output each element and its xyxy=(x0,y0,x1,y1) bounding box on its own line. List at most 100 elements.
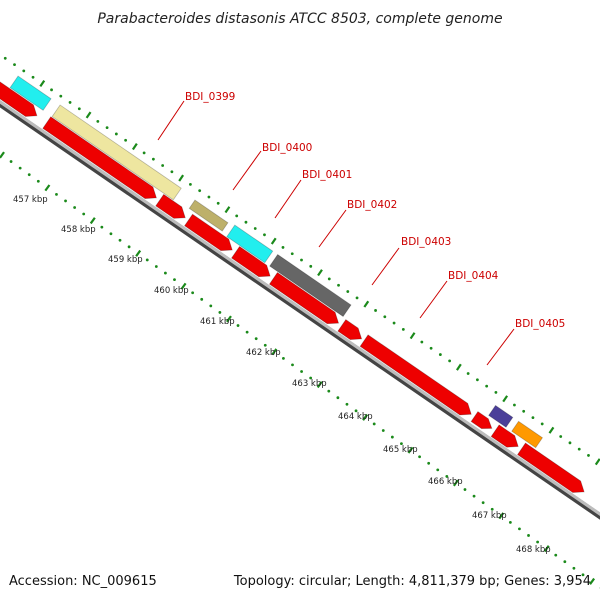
gene-labels: BDI_0399 BDI_0400 BDI_0401 BDI_0402 BDI_… xyxy=(185,91,565,330)
ruler-label: 461 kbp xyxy=(200,317,235,327)
ruler-minor-tick xyxy=(374,309,377,312)
gene-feature-navy[interactable] xyxy=(488,404,514,428)
ruler-major-tick xyxy=(44,184,51,192)
ruler-minor-tick xyxy=(173,278,176,282)
ruler-major-tick xyxy=(271,348,278,356)
gene-leader-lines xyxy=(157,100,515,366)
gene-feature-khaki[interactable] xyxy=(51,104,182,201)
ruler-minor-tick xyxy=(531,416,535,420)
ruler-minor-tick xyxy=(245,330,249,334)
ruler-minor-tick xyxy=(309,264,313,268)
ruler-major-tick xyxy=(0,151,5,159)
ruler-minor-tick xyxy=(82,212,86,216)
ruler-minor-tick xyxy=(154,265,158,268)
ruler-minor-tick xyxy=(68,101,72,104)
ruler-major-tick xyxy=(363,300,370,308)
ruler-major-tick xyxy=(317,269,323,277)
ruler-minor-tick xyxy=(145,258,149,262)
ruler-major-tick xyxy=(502,395,509,403)
ruler-minor-tick xyxy=(400,442,403,446)
ruler-minor-tick xyxy=(345,402,349,406)
gene-label[interactable]: BDI_0405 xyxy=(515,318,565,330)
ruler-major-tick xyxy=(409,332,416,340)
ruler-minor-tick xyxy=(114,132,118,136)
ruler-major-tick xyxy=(594,458,600,466)
cds-arrow[interactable] xyxy=(470,411,495,434)
gene-label[interactable]: BDI_0402 xyxy=(347,199,397,211)
cds-arrow[interactable] xyxy=(155,193,189,223)
genome-summary-text: Topology: circular; Length: 4,811,379 bp… xyxy=(233,574,591,589)
ruler-minor-tick xyxy=(463,488,467,491)
cds-arrow[interactable] xyxy=(184,213,237,256)
cds-arrow[interactable] xyxy=(516,442,589,498)
ruler-label: 463 kbp xyxy=(292,379,327,389)
ruler-labels: 457 kbp 458 kbp 459 kbp 460 kbp 461 kbp … xyxy=(13,195,551,555)
ruler-minor-tick xyxy=(522,409,526,413)
ruler-minor-tick xyxy=(64,199,67,203)
ruler-minor-tick xyxy=(518,527,521,531)
ruler-label: 464 kbp xyxy=(338,412,373,422)
ruler-minor-tick xyxy=(490,507,494,511)
ruler-label: 468 kbp xyxy=(516,545,551,555)
ruler-major-tick xyxy=(85,111,92,119)
gene-feature-cyan[interactable] xyxy=(9,75,52,111)
ruler-minor-tick xyxy=(3,56,7,60)
ruler-minor-tick xyxy=(527,534,530,537)
ruler-major-tick xyxy=(131,143,138,151)
ruler-major-tick xyxy=(452,479,459,487)
ruler-major-tick xyxy=(135,249,142,257)
ruler-minor-tick xyxy=(282,356,285,360)
gene-feature-cyan[interactable] xyxy=(226,224,274,264)
cds-arrow[interactable] xyxy=(231,245,275,282)
ruler-minor-tick xyxy=(540,422,544,426)
gene-feature-olive[interactable] xyxy=(188,199,229,232)
ruler-minor-tick xyxy=(438,353,442,356)
ruler-minor-tick xyxy=(73,206,77,209)
gene-label[interactable]: BDI_0401 xyxy=(302,169,352,181)
cds-arrow[interactable] xyxy=(268,272,342,329)
ruler-minor-tick xyxy=(536,540,540,544)
ruler-minor-tick xyxy=(235,214,239,218)
ruler-minor-tick xyxy=(96,119,100,123)
ruler-minor-tick xyxy=(191,291,195,295)
cds-arrow[interactable] xyxy=(0,70,41,121)
ruler-minor-tick xyxy=(392,321,396,325)
gene-label[interactable]: BDI_0404 xyxy=(448,270,499,282)
ruler-minor-tick xyxy=(563,560,567,564)
ruler-minor-tick xyxy=(346,290,350,293)
gene-feature-orange[interactable] xyxy=(511,420,544,449)
ruler-minor-tick xyxy=(436,468,440,472)
ruler-minor-tick xyxy=(13,63,16,67)
ruler-minor-tick xyxy=(170,170,174,174)
gene-label[interactable]: BDI_0403 xyxy=(401,236,451,248)
ruler-major-tick xyxy=(226,315,232,323)
ruler-minor-tick xyxy=(327,277,331,281)
ruler-label: 466 kbp xyxy=(428,477,463,487)
ruler-major-tick xyxy=(316,381,323,389)
gene-label[interactable]: BDI_0400 xyxy=(262,142,312,154)
ruler-minor-tick xyxy=(207,195,211,199)
cds-arrow[interactable] xyxy=(337,319,366,345)
ruler-label: 465 kbp xyxy=(383,445,418,455)
ruler-minor-tick xyxy=(236,324,240,327)
ruler-major-tick xyxy=(589,577,596,585)
ruler-label: 460 kbp xyxy=(154,286,189,296)
cds-arrow[interactable] xyxy=(42,116,161,204)
ruler-major-tick xyxy=(180,282,187,290)
ruler-minor-tick xyxy=(300,370,303,373)
ruler-minor-tick xyxy=(263,233,266,237)
ruler-minor-tick xyxy=(559,435,563,438)
inner-tick-ruler xyxy=(0,151,600,589)
ruler-major-tick xyxy=(498,512,505,520)
ruler-minor-tick xyxy=(142,151,146,155)
cds-arrow[interactable] xyxy=(490,424,522,452)
cds-arrow[interactable] xyxy=(359,334,475,420)
ruler-minor-tick xyxy=(472,494,476,498)
gene-feature-gray[interactable] xyxy=(269,253,352,318)
ruler-minor-tick xyxy=(401,327,405,331)
ruler-minor-tick xyxy=(27,173,31,177)
ruler-minor-tick xyxy=(327,389,331,393)
ruler-minor-tick xyxy=(127,245,131,249)
ruler-minor-tick xyxy=(418,455,421,459)
gene-label[interactable]: BDI_0399 xyxy=(185,91,235,103)
